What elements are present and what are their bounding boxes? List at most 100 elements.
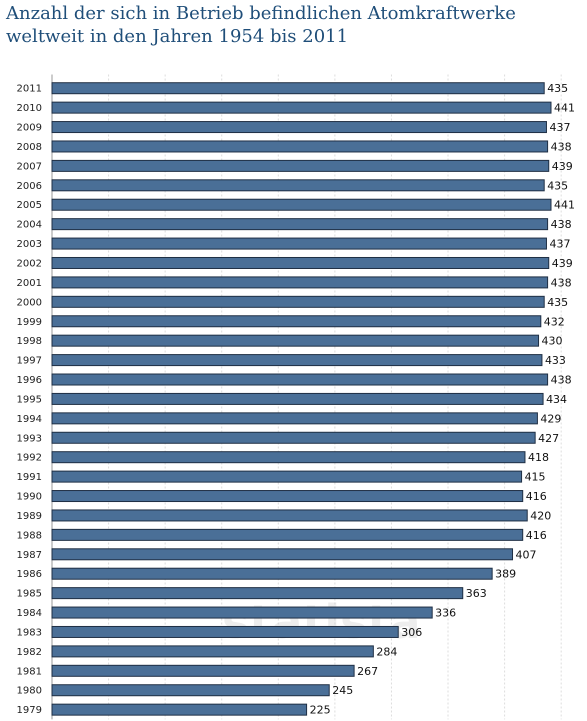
y-tick-label: 1984 — [17, 608, 42, 619]
data-label: 429 — [540, 412, 561, 425]
bar — [51, 431, 536, 444]
y-tick-label: 1998 — [17, 336, 42, 347]
bar — [51, 218, 549, 231]
y-tick-label: 1999 — [17, 317, 42, 328]
bar — [51, 645, 374, 658]
bar — [51, 548, 514, 561]
data-label: 420 — [530, 509, 551, 522]
data-label: 427 — [538, 432, 559, 445]
chart-title-line-1: Anzahl der sich in Betrieb befindlichen … — [6, 3, 516, 24]
chart-title-line-2: weltweit in den Jahren 1954 bis 2011 — [6, 26, 349, 47]
bar — [51, 121, 547, 134]
y-tick-label: 1985 — [17, 589, 42, 600]
data-label: 435 — [547, 296, 568, 309]
y-tick-label: 2007 — [17, 161, 42, 172]
bar — [51, 315, 542, 328]
bar — [51, 490, 524, 503]
chart-title: Anzahl der sich in Betrieb befindlichen … — [6, 2, 581, 48]
y-tick-label: 1983 — [17, 627, 42, 638]
data-label: 415 — [525, 471, 546, 484]
y-tick-label: 1987 — [17, 550, 42, 561]
y-tick-label: 1986 — [17, 569, 42, 580]
bar — [51, 101, 552, 114]
y-tick-label: 1979 — [17, 705, 42, 716]
bar — [51, 256, 550, 269]
bar — [51, 334, 540, 347]
bar — [51, 276, 549, 289]
bar — [51, 509, 528, 522]
data-label: 435 — [547, 179, 568, 192]
data-label: 435 — [547, 82, 568, 95]
y-tick-label: 2011 — [17, 84, 42, 95]
bar — [51, 354, 543, 367]
y-tick-label: 2002 — [17, 258, 42, 269]
y-tick-label: 1997 — [17, 356, 42, 367]
bar — [51, 295, 545, 308]
bar — [51, 606, 433, 619]
data-label: 432 — [544, 315, 565, 328]
data-label: 437 — [549, 238, 570, 251]
y-tick-label: 1990 — [17, 492, 42, 503]
data-label: 439 — [552, 257, 573, 270]
y-tick-label: 2010 — [17, 103, 42, 114]
y-tick-label: 2009 — [17, 123, 42, 134]
data-label: 389 — [495, 568, 516, 581]
bar — [51, 179, 545, 192]
y-tick-label: 1991 — [17, 472, 42, 483]
data-label: 336 — [435, 607, 456, 620]
bar — [51, 567, 493, 580]
y-tick-label: 1988 — [17, 530, 42, 541]
data-label: 441 — [554, 102, 575, 115]
data-label: 284 — [376, 645, 397, 658]
data-label: 437 — [549, 121, 570, 134]
data-label: 434 — [546, 393, 567, 406]
data-label: 438 — [551, 374, 572, 387]
y-tick-label: 1993 — [17, 433, 42, 444]
data-label: 439 — [552, 160, 573, 173]
data-label: 225 — [310, 704, 331, 717]
y-tick-label: 1994 — [17, 414, 42, 425]
y-tick-label: 1980 — [17, 686, 42, 697]
y-tick-label: 1996 — [17, 375, 42, 386]
bar — [51, 684, 330, 697]
y-tick-label: 2005 — [17, 200, 42, 211]
bar — [51, 373, 549, 386]
data-label: 407 — [516, 548, 537, 561]
bar — [51, 198, 552, 211]
y-tick-label: 2006 — [17, 181, 42, 192]
data-label: 416 — [526, 529, 547, 542]
data-label: 267 — [357, 665, 378, 678]
data-label: 416 — [526, 490, 547, 503]
bar — [51, 664, 355, 677]
data-label: 441 — [554, 199, 575, 212]
y-tick-label: 2004 — [17, 220, 42, 231]
y-tick-label: 2003 — [17, 239, 42, 250]
y-tick-label: 1995 — [17, 394, 42, 405]
bar — [51, 470, 523, 483]
bar — [51, 625, 399, 638]
bar — [51, 140, 549, 153]
data-label: 306 — [401, 626, 422, 639]
data-label: 438 — [551, 276, 572, 289]
bar — [51, 451, 526, 464]
y-tick-label: 1989 — [17, 511, 42, 522]
watermark: statista — [222, 595, 421, 649]
data-label: 433 — [545, 354, 566, 367]
data-label: 438 — [551, 140, 572, 153]
bar — [51, 703, 308, 716]
bar — [51, 392, 544, 405]
y-tick-label: 2008 — [17, 142, 42, 153]
y-tick-label: 1981 — [17, 666, 42, 677]
bar — [51, 528, 524, 541]
bars: 2011 435 2010 441 2009 437 2008 438 2007 439 2006 4… — [17, 82, 575, 717]
data-label: 245 — [332, 684, 353, 697]
bar — [51, 82, 545, 95]
y-tick-label: 1992 — [17, 453, 42, 464]
data-label: 418 — [528, 451, 549, 464]
bar — [51, 159, 550, 172]
y-tick-label: 2001 — [17, 278, 42, 289]
data-label: 430 — [542, 335, 563, 348]
data-label: 363 — [466, 587, 487, 600]
bar — [51, 412, 538, 425]
